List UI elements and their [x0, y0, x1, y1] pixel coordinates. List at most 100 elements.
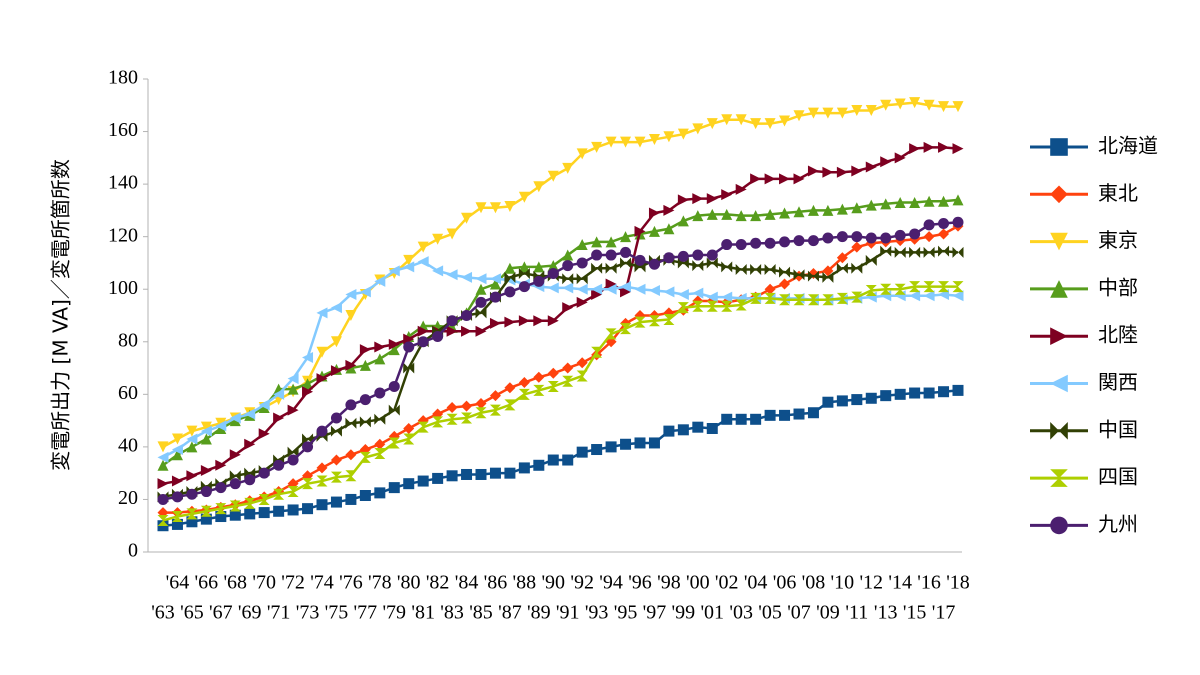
marker [258, 399, 270, 411]
marker [533, 181, 545, 193]
marker [779, 278, 791, 290]
legend-label: 北陸 [1098, 323, 1138, 347]
marker [186, 425, 198, 437]
marker [677, 194, 689, 206]
marker [938, 245, 950, 257]
marker [706, 118, 718, 130]
marker [677, 215, 689, 227]
legend-marker [1050, 421, 1068, 440]
marker [952, 143, 964, 155]
marker [764, 173, 776, 185]
marker [446, 325, 458, 337]
marker [200, 465, 212, 477]
marker [330, 412, 342, 424]
marker [721, 208, 733, 220]
marker [909, 246, 921, 258]
marker [880, 99, 892, 111]
marker [779, 266, 791, 278]
marker [735, 413, 747, 425]
marker [388, 344, 400, 356]
marker [576, 148, 588, 160]
marker [663, 204, 675, 216]
y-axis-label: 変電所出力 [M VA]／変電所箇所数 [49, 159, 73, 471]
marker [316, 346, 328, 358]
marker [273, 412, 285, 424]
marker [562, 454, 574, 466]
marker [591, 249, 603, 261]
marker [909, 228, 921, 240]
marker [807, 235, 819, 247]
marker [287, 454, 299, 466]
marker [721, 413, 733, 425]
marker [735, 210, 747, 222]
marker [938, 195, 950, 207]
legend-label: 関西 [1098, 370, 1138, 394]
marker [388, 482, 400, 494]
marker [851, 291, 863, 303]
marker [258, 493, 270, 505]
x-tick-label: '92 [570, 572, 594, 594]
legend-marker [1050, 185, 1068, 204]
marker [432, 265, 444, 277]
marker [504, 467, 516, 479]
marker [359, 394, 371, 406]
y-tick-label: 0 [128, 540, 138, 562]
x-tick-label: '80 [397, 572, 421, 594]
marker [287, 446, 299, 458]
marker [330, 471, 342, 483]
x-tick-label: '05 [758, 602, 782, 624]
marker [215, 511, 227, 523]
marker [692, 123, 704, 135]
legend-marker [1050, 138, 1068, 156]
marker [562, 362, 574, 374]
marker [779, 236, 791, 248]
x-tick-label: '66 [195, 572, 219, 594]
x-tick-label: '90 [541, 572, 565, 594]
marker [807, 270, 819, 282]
legend-marker [1050, 469, 1068, 487]
marker [244, 408, 256, 420]
x-tick-label: '88 [513, 572, 537, 594]
marker [215, 420, 227, 432]
marker [836, 292, 848, 304]
marker [461, 271, 473, 283]
marker [316, 462, 328, 474]
legend-label: 中部 [1098, 275, 1138, 299]
marker [721, 239, 733, 251]
marker [171, 491, 183, 503]
marker [952, 194, 964, 206]
marker [909, 97, 921, 109]
marker [750, 237, 762, 249]
marker [186, 441, 198, 453]
marker [750, 292, 762, 304]
marker [938, 141, 950, 153]
marker [330, 454, 342, 466]
x-tick-label: '99 [672, 602, 696, 624]
x-tick-label: '71 [267, 602, 291, 624]
marker [374, 387, 386, 399]
x-tick-label: '04 [744, 572, 768, 594]
marker [547, 380, 559, 392]
marker [793, 173, 805, 185]
marker [171, 444, 183, 456]
x-tick-label: '98 [657, 572, 681, 594]
legend-marker [1050, 327, 1068, 346]
marker [504, 271, 516, 283]
marker [533, 315, 545, 327]
y-tick-label: 100 [108, 277, 138, 299]
marker [923, 246, 935, 258]
marker [706, 208, 718, 220]
marker [446, 315, 458, 327]
marker [446, 269, 458, 281]
marker [489, 467, 501, 479]
marker [576, 446, 588, 458]
marker [923, 387, 935, 399]
marker [157, 478, 169, 490]
marker [822, 107, 834, 119]
marker [692, 249, 704, 261]
marker [475, 296, 487, 308]
marker [591, 444, 603, 456]
marker [330, 302, 342, 314]
y-tick-label: 40 [118, 434, 138, 456]
marker [258, 428, 270, 440]
